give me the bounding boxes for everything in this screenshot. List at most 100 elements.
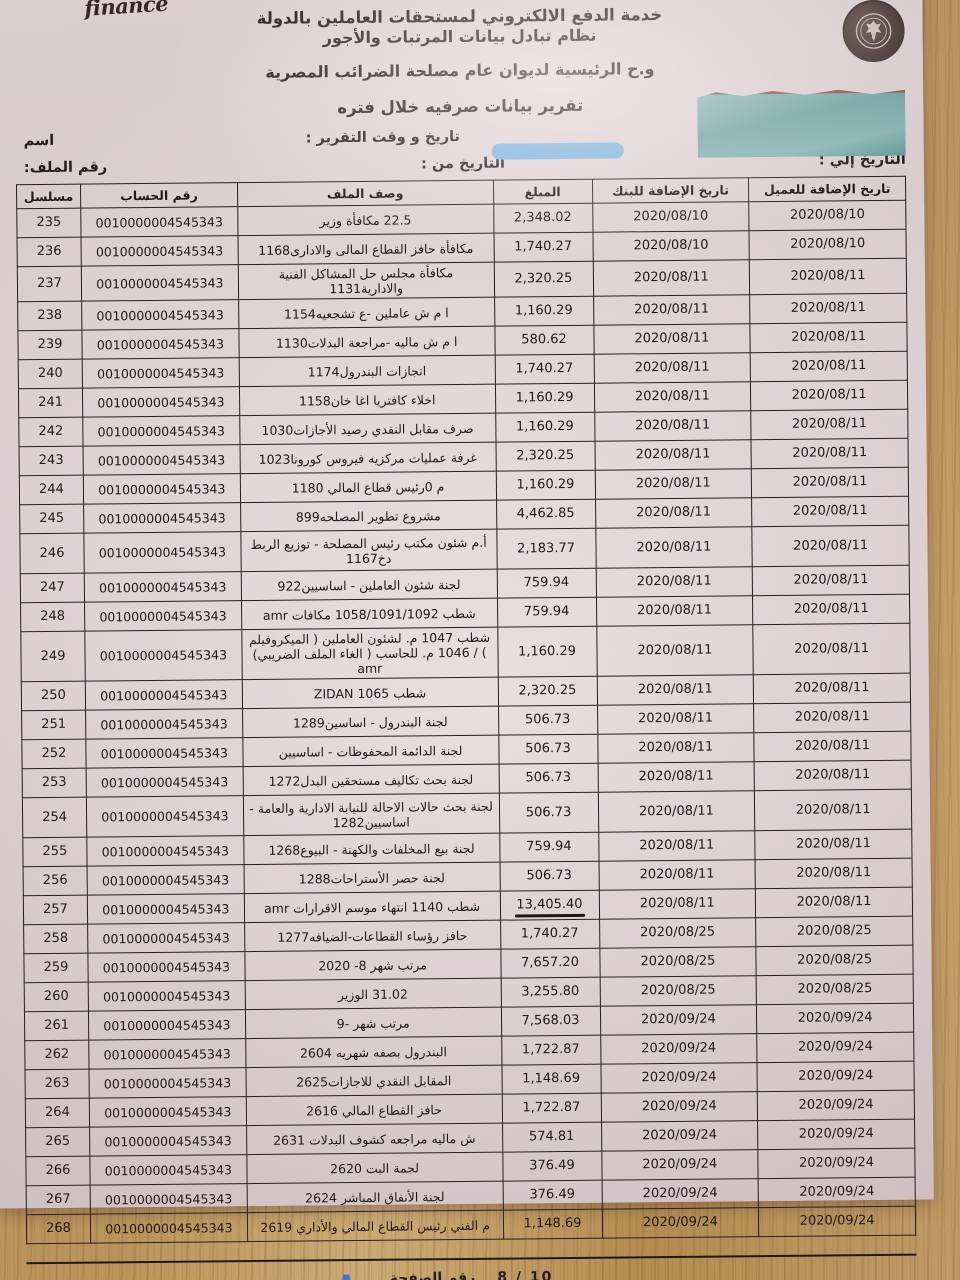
cell-sequence: 248 — [20, 602, 85, 632]
cell-description: لجنة الأنفاق المباشر 2624 — [246, 1181, 503, 1213]
cell-description: اتجازات البندرول1174 — [238, 355, 495, 387]
cell-amount: 2,320.25 — [495, 441, 595, 472]
cell-amount: 376.49 — [502, 1151, 602, 1182]
cell-bank-date: 2020/09/24 — [601, 1207, 759, 1239]
cell-account: 0010000004545343 — [83, 502, 241, 534]
cell-account: 0010000004545343 — [87, 864, 245, 896]
cell-description: غرفة عمليات مركزيه فيروس كورونا1023 — [239, 442, 496, 474]
file-number-label: رقم الملف: — [23, 159, 108, 177]
report-page: finance خدمة الدفع الالكتروني لمستحقات ا… — [0, 0, 934, 1208]
cell-client-date: 2020/08/11 — [755, 887, 913, 918]
cell-description: أ.م شئون مكتب رئيس المصلحة - توزيع الربط… — [240, 529, 497, 572]
cell-sequence: 243 — [19, 446, 84, 476]
cell-sequence: 239 — [17, 330, 83, 360]
cell-client-date: 2020/08/11 — [751, 496, 909, 527]
cell-sequence: 267 — [26, 1185, 91, 1215]
cell-bank-date: 2020/09/24 — [600, 1033, 758, 1065]
cell-bank-date: 2020/08/25 — [599, 917, 757, 949]
cell-sequence: 259 — [23, 953, 89, 983]
name-label: اسم — [23, 133, 55, 150]
cell-sequence: 238 — [17, 301, 82, 331]
cell-sequence: 256 — [23, 866, 88, 896]
cell-sequence: 240 — [18, 359, 83, 389]
cell-description: شطب 1058/1091/1092 مكافات amr — [241, 598, 498, 630]
cell-account: 0010000004545343 — [81, 299, 239, 331]
cell-sequence: 250 — [21, 681, 86, 711]
cell-amount: 7,657.20 — [500, 948, 600, 979]
cell-account: 0010000004545343 — [89, 1125, 247, 1157]
cell-sequence: 253 — [22, 768, 87, 798]
cell-bank-date: 2020/08/11 — [598, 830, 756, 862]
column-header-description: وصف الملف — [237, 180, 494, 207]
cell-client-date: 2020/08/11 — [753, 623, 911, 675]
blue-redaction-bar — [491, 142, 624, 160]
cell-sequence: 237 — [17, 266, 82, 302]
report-datetime-label: تاريخ و وقت التقرير : — [305, 129, 460, 147]
cell-description: صرف مقابل النقدي رصيد الأجازات1030 — [239, 413, 496, 445]
cell-account: 0010000004545343 — [80, 206, 238, 238]
cell-amount: 1,148.69 — [502, 1209, 603, 1240]
cell-bank-date: 2020/08/11 — [593, 381, 751, 413]
cell-client-date: 2020/09/24 — [756, 1032, 914, 1063]
cell-account: 0010000004545343 — [84, 629, 243, 682]
cell-client-date: 2020/08/11 — [750, 409, 908, 440]
cell-account: 0010000004545343 — [88, 1067, 247, 1099]
cell-description: مرتب شهر 8- 2020 — [244, 949, 501, 981]
cell-amount: 1,740.27 — [494, 354, 594, 385]
cell-bank-date: 2020/08/11 — [595, 526, 753, 569]
cell-sequence: 252 — [21, 739, 87, 769]
cell-client-date: 2020/08/11 — [752, 565, 910, 596]
cell-bank-date: 2020/08/11 — [597, 732, 755, 764]
cell-client-date: 2020/09/24 — [756, 1003, 914, 1034]
cell-bank-date: 2020/08/11 — [597, 761, 755, 793]
cell-account: 0010000004545343 — [81, 235, 239, 267]
cell-client-date: 2020/08/11 — [751, 467, 909, 498]
cell-sequence: 262 — [24, 1040, 89, 1070]
column-header-account: رقم الحساب — [80, 182, 238, 209]
cell-client-date: 2020/08/25 — [756, 945, 914, 976]
cell-sequence: 258 — [23, 924, 88, 954]
cell-client-date: 2020/09/24 — [757, 1090, 915, 1121]
cell-bank-date: 2020/08/11 — [596, 624, 754, 677]
column-header-amount: المبلغ — [492, 179, 593, 205]
cell-client-date: 2020/09/24 — [758, 1206, 916, 1237]
cell-account: 0010000004545343 — [89, 1154, 247, 1186]
cell-amount: 3,255.80 — [500, 977, 600, 1008]
cell-description: البندرول بصفه شهريه 2604 — [245, 1036, 502, 1068]
cell-account: 0010000004545343 — [85, 737, 243, 769]
page-footer: 8 / 10 رقم الصفحة ٨ — [26, 1253, 917, 1280]
cell-client-date: 2020/08/11 — [753, 673, 911, 704]
cell-client-date: 2020/08/11 — [754, 789, 912, 831]
cell-account: 0010000004545343 — [81, 264, 239, 302]
eagle-seal-icon — [842, 0, 905, 63]
cell-description: لجنة البندرول - اساسين1289 — [242, 706, 499, 738]
cell-client-date: 2020/08/11 — [749, 293, 907, 324]
cell-bank-date: 2020/08/11 — [598, 859, 756, 891]
cell-description: حافز رؤساء القطاعات-الضيافه1277 — [244, 920, 501, 952]
cell-amount: 1,148.69 — [501, 1064, 601, 1095]
cell-sequence: 236 — [17, 237, 82, 267]
cell-amount: 759.94 — [499, 832, 599, 863]
cell-amount: 1,740.27 — [493, 232, 593, 263]
cell-account: 0010000004545343 — [83, 473, 241, 505]
cell-account: 0010000004545343 — [86, 766, 244, 798]
cell-bank-date: 2020/09/24 — [600, 1062, 758, 1094]
cell-sequence: 251 — [21, 710, 86, 740]
cell-description: ش ماليه مراجعه كشوف البدلات 2631 — [246, 1123, 503, 1155]
cell-amount: 506.73 — [498, 705, 598, 736]
cell-bank-date: 2020/09/24 — [600, 1091, 758, 1123]
cell-bank-date: 2020/08/11 — [595, 566, 753, 598]
cell-client-date: 2020/08/11 — [751, 438, 909, 469]
cell-account: 0010000004545343 — [84, 600, 242, 632]
cell-account: 0010000004545343 — [87, 951, 245, 983]
cell-amount: 2,348.02 — [493, 203, 593, 234]
cell-client-date: 2020/09/24 — [757, 1119, 915, 1150]
column-header-sequence: مسلسل — [16, 184, 81, 209]
handwritten-page-mark: ٨ — [335, 1265, 357, 1280]
cell-bank-date: 2020/08/11 — [593, 323, 751, 355]
cell-amount: 2,320.25 — [493, 261, 594, 298]
cell-description: مكافأة مجلس حل المشاكل الفنية والادارية1… — [238, 262, 495, 300]
column-header-bank-date: تاريخ الإضافة للبنك — [591, 177, 749, 204]
table-body: 2020/08/10 2020/08/10 2,348.02 22.5 مكافأة … — [16, 200, 916, 1244]
